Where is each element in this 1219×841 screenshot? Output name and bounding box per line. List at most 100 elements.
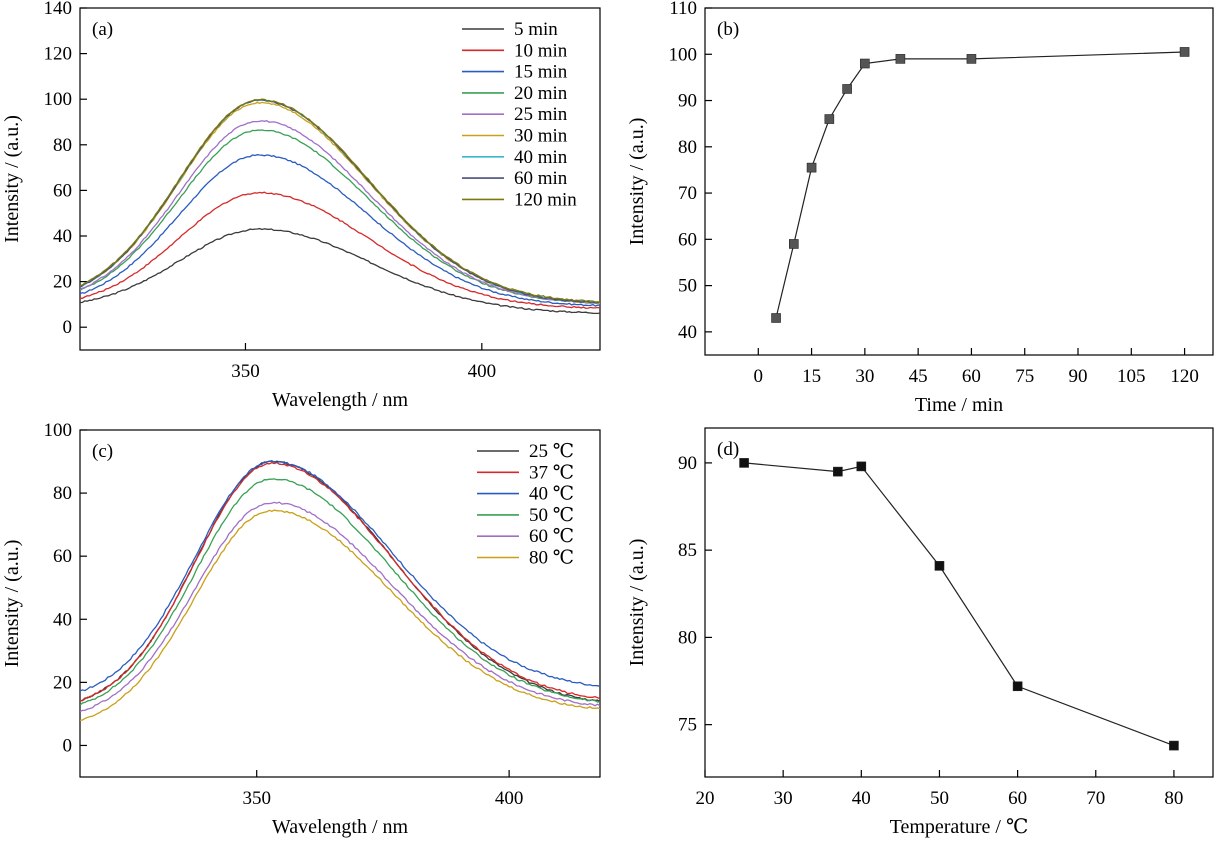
- y-tick-label: 80: [53, 483, 72, 504]
- x-tick-label: 30: [774, 788, 793, 809]
- y-tick-label: 140: [44, 0, 73, 19]
- data-point: [739, 458, 749, 468]
- y-tick-label: 60: [678, 229, 697, 250]
- data-point: [842, 84, 852, 94]
- panel-a-chart: 0 20 40 60 80 100 120 140 350 400 Wavelength / nm I…: [1, 0, 601, 411]
- legend-label: 10 min: [514, 40, 568, 61]
- y-tick-label: 20: [53, 672, 72, 693]
- series-line: [80, 460, 600, 692]
- x-tick-label: 400: [495, 788, 524, 809]
- y-tick-label: 40: [678, 322, 697, 343]
- legend-label: 40 ℃: [529, 484, 574, 505]
- legend-label: 37 ℃: [529, 462, 574, 483]
- plot-frame: [79, 7, 601, 351]
- x-tick-label: 50: [930, 788, 949, 809]
- series-line: [80, 191, 600, 309]
- data-point: [860, 58, 870, 69]
- panel-label: (c): [92, 441, 113, 462]
- x-tick-label: 30: [855, 366, 874, 387]
- data-point: [856, 461, 867, 472]
- panel-label: (a): [92, 19, 113, 40]
- data-point: [1169, 740, 1179, 751]
- data-point: [1179, 47, 1190, 57]
- x-axis-label: Time / min: [915, 394, 1003, 416]
- y-tick-label: 90: [678, 453, 697, 474]
- x-tick-label: 105: [1117, 366, 1146, 387]
- data-point: [771, 313, 781, 323]
- legend-label: 40 min: [514, 147, 568, 168]
- x-tick-label: 80: [1164, 788, 1183, 809]
- panel-label: (d): [717, 439, 739, 460]
- legend-label: 120 min: [514, 189, 577, 210]
- series-line: [80, 98, 600, 303]
- y-tick-label: 80: [678, 137, 697, 158]
- legend-label: 15 min: [514, 62, 568, 83]
- data-point: [1012, 681, 1023, 692]
- y-tick-label: 40: [53, 226, 72, 247]
- y-tick-label: 80: [53, 135, 72, 156]
- legend-label: 50 ℃: [529, 505, 574, 526]
- plot-frame: [704, 427, 1214, 778]
- data-point: [789, 239, 799, 249]
- data-point: [934, 561, 945, 571]
- y-axis-label: Intensity / (a.u.): [626, 539, 648, 667]
- series-line: [744, 462, 1175, 747]
- legend-label: 25 ℃: [529, 441, 574, 462]
- x-tick-label: 70: [1086, 788, 1105, 809]
- y-tick-label: 20: [53, 272, 72, 293]
- series-line: [775, 51, 1185, 319]
- legend-label: 60 min: [514, 168, 568, 189]
- y-tick-label: 100: [44, 420, 73, 441]
- y-tick-label: 90: [678, 91, 697, 112]
- x-tick-label: 350: [242, 788, 271, 809]
- y-tick-label: 0: [63, 735, 73, 756]
- plot-frame: [79, 429, 601, 778]
- data-point: [806, 162, 817, 173]
- panel-d-chart: 75 80 85 90 20 30 40 50 60 70 80 Temperature / ℃ Int…: [626, 427, 1214, 838]
- data-point: [895, 54, 906, 64]
- series-line: [80, 129, 600, 305]
- y-tick-label: 40: [53, 609, 72, 630]
- x-tick-label: 40: [852, 788, 871, 809]
- y-tick-label: 110: [669, 0, 697, 19]
- x-tick-label: 120: [1170, 366, 1199, 387]
- series-line: [80, 120, 600, 305]
- x-axis-label: Wavelength / nm: [272, 816, 409, 838]
- y-tick-label: 0: [63, 317, 73, 338]
- x-tick-label: 350: [231, 361, 260, 382]
- x-tick-label: 60: [1008, 788, 1027, 809]
- y-tick-label: 80: [678, 627, 697, 648]
- data-point: [833, 466, 843, 477]
- y-axis-label: Intensity / (a.u.): [626, 118, 648, 246]
- panel-b-chart: 40 50 60 70 80 90 100 110 0 15 30 45 60 75 90 105 120 Tim…: [626, 0, 1214, 416]
- series-line: [80, 509, 600, 722]
- series-line: [80, 99, 600, 304]
- x-tick-label: 75: [1015, 366, 1034, 387]
- series-line: [80, 154, 600, 307]
- y-tick-label: 75: [678, 715, 697, 736]
- series-line: [80, 478, 600, 706]
- y-axis-label: Intensity / (a.u.): [1, 115, 23, 243]
- legend-label: 25 min: [514, 104, 568, 125]
- x-tick-label: 15: [802, 366, 821, 387]
- y-tick-label: 60: [53, 546, 72, 567]
- x-tick-label: 60: [962, 366, 981, 387]
- panel-label: (b): [717, 19, 739, 40]
- x-tick-label: 400: [468, 361, 497, 382]
- y-tick-label: 85: [678, 540, 697, 561]
- x-tick-label: 45: [909, 366, 928, 387]
- legend-label: 30 min: [514, 126, 568, 147]
- series-line: [80, 501, 600, 713]
- legend-label: 20 min: [514, 83, 568, 104]
- series-line: [80, 461, 600, 702]
- data-point: [824, 114, 835, 124]
- x-tick-label: 20: [696, 788, 715, 809]
- y-tick-label: 120: [44, 44, 73, 65]
- panel-c-chart: 0 20 40 60 80 100 350 400 Wavelength / nm Intensi…: [1, 420, 601, 838]
- x-tick-label: 90: [1069, 366, 1088, 387]
- y-tick-label: 70: [678, 183, 697, 204]
- y-axis-label: Intensity / (a.u.): [1, 540, 23, 668]
- x-axis-label: Temperature / ℃: [890, 816, 1029, 838]
- x-tick-label: 0: [754, 366, 764, 387]
